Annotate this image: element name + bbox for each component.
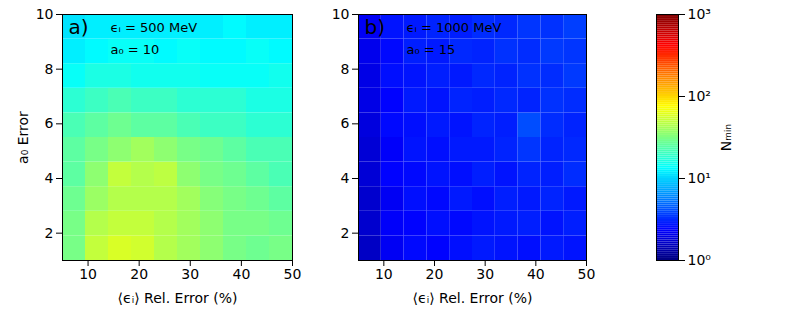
svg-text:6: 6 [341,115,350,131]
svg-text:ϵᵢ = 1000 MeV: ϵᵢ = 1000 MeV [407,20,502,35]
svg-text:10³: 10³ [688,6,711,22]
svg-text:b): b) [365,15,386,39]
svg-text:a₀ Error: a₀ Error [15,111,31,164]
svg-text:2: 2 [45,225,54,241]
svg-text:⟨ϵᵢ⟩ Rel. Error (%): ⟨ϵᵢ⟩ Rel. Error (%) [118,290,238,306]
svg-text:10: 10 [332,6,350,22]
svg-text:30: 30 [476,266,494,282]
svg-text:a): a) [69,15,89,39]
svg-text:20: 20 [130,266,148,282]
svg-text:10⁰: 10⁰ [688,252,712,268]
svg-text:⟨ϵᵢ⟩ Rel. Error (%): ⟨ϵᵢ⟩ Rel. Error (%) [413,290,533,306]
svg-text:8: 8 [341,61,350,77]
svg-text:10: 10 [79,266,97,282]
svg-text:10¹: 10¹ [688,170,711,186]
svg-text:40: 40 [527,266,545,282]
svg-text:10: 10 [375,266,393,282]
svg-text:6: 6 [45,115,54,131]
svg-text:4: 4 [45,170,54,186]
svg-text:20: 20 [426,266,444,282]
svg-text:ϵᵢ = 500 MeV: ϵᵢ = 500 MeV [111,20,198,35]
svg-text:40: 40 [232,266,250,282]
svg-text:a₀ = 10: a₀ = 10 [111,42,160,57]
svg-text:10²: 10² [688,88,711,104]
svg-text:10: 10 [36,6,54,22]
svg-text:4: 4 [341,170,350,186]
svg-text:50: 50 [284,266,302,282]
svg-text:2: 2 [341,225,350,241]
svg-text:50: 50 [578,266,596,282]
svg-text:8: 8 [45,61,54,77]
svg-text:a₀ = 15: a₀ = 15 [407,42,456,57]
svg-text:30: 30 [181,266,199,282]
svg-text:Nₘᵢₙ: Nₘᵢₙ [718,124,734,151]
